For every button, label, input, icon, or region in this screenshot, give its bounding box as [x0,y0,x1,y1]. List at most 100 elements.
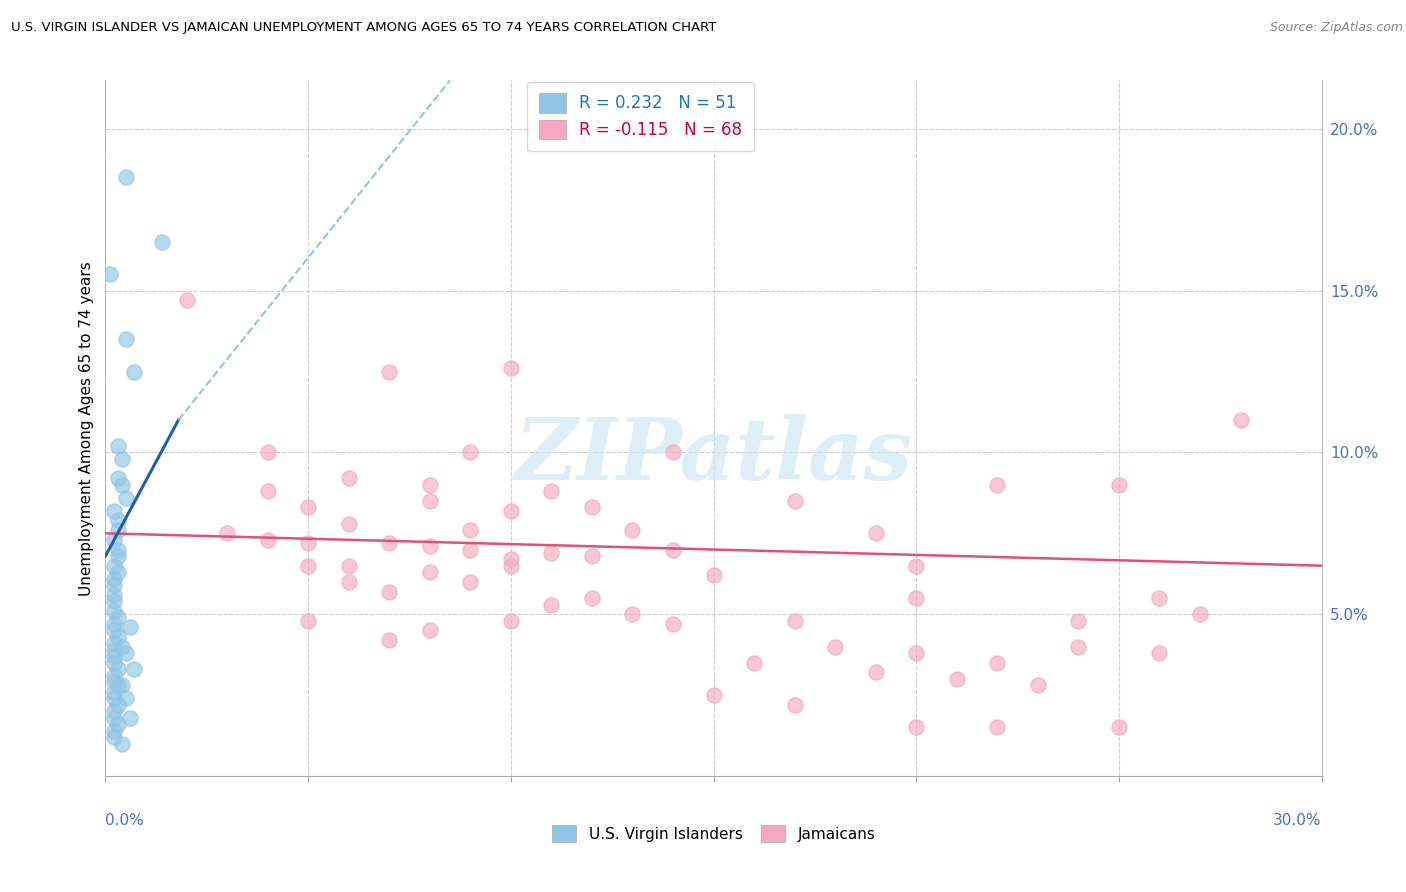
Point [103,616,125,631]
Point [103,643,125,657]
Text: ZIPatlas: ZIPatlas [515,414,912,498]
Point [150,235,173,249]
Point [1229,413,1251,427]
Point [581,591,603,605]
Point [378,633,401,648]
Point [621,607,644,622]
Point [103,691,125,706]
Point [256,484,278,499]
Point [419,494,441,508]
Point [905,558,928,573]
Point [297,558,319,573]
Point [103,572,125,586]
Point [103,588,125,602]
Legend: U.S. Virgin Islanders, Jamaicans: U.S. Virgin Islanders, Jamaicans [546,819,882,848]
Point [783,698,806,712]
Point [419,565,441,579]
Point [458,574,481,589]
Point [1067,614,1090,628]
Point [107,542,129,557]
Point [111,477,134,491]
Point [540,598,562,612]
Point [256,533,278,547]
Point [103,723,125,738]
Point [337,471,360,485]
Point [499,504,522,518]
Point [1108,477,1130,491]
Point [986,656,1008,670]
Point [111,640,134,654]
Point [540,546,562,560]
Point [103,624,125,638]
Point [499,361,522,376]
Point [865,665,887,680]
Point [702,688,725,702]
Point [824,640,846,654]
Point [176,293,198,308]
Point [103,594,125,608]
Y-axis label: Unemployment Among Ages 65 to 74 years: Unemployment Among Ages 65 to 74 years [79,260,94,596]
Point [458,445,481,459]
Point [103,649,125,664]
Point [103,669,125,683]
Point [865,526,887,541]
Point [1149,591,1171,605]
Point [118,620,141,634]
Point [107,717,129,731]
Text: Source: ZipAtlas.com: Source: ZipAtlas.com [1270,21,1403,35]
Point [114,170,136,185]
Point [945,672,967,686]
Point [103,533,125,547]
Point [499,552,522,566]
Point [103,636,125,650]
Point [581,500,603,515]
Point [378,584,401,599]
Point [337,558,360,573]
Point [103,578,125,592]
Point [458,542,481,557]
Point [111,737,134,751]
Point [662,445,685,459]
Point [107,523,129,537]
Point [107,610,129,624]
Point [783,614,806,628]
Point [122,662,145,676]
Point [118,711,141,725]
Point [905,591,928,605]
Point [103,656,125,670]
Point [107,549,129,563]
Point [122,365,145,379]
Point [107,565,129,579]
Point [107,662,129,676]
Point [114,332,136,346]
Point [378,365,401,379]
Point [297,500,319,515]
Point [114,646,136,660]
Point [702,568,725,582]
Point [499,558,522,573]
Point [986,721,1008,735]
Point [114,691,136,706]
Point [107,698,129,712]
Point [742,656,765,670]
Text: U.S. VIRGIN ISLANDER VS JAMAICAN UNEMPLOYMENT AMONG AGES 65 TO 74 YEARS CORRELAT: U.S. VIRGIN ISLANDER VS JAMAICAN UNEMPLO… [11,21,717,35]
Point [905,646,928,660]
Point [217,526,239,541]
Text: 0.0%: 0.0% [105,814,145,828]
Point [107,439,129,453]
Point [905,721,928,735]
Point [103,504,125,518]
Point [103,730,125,744]
Point [297,536,319,550]
Point [419,539,441,553]
Point [458,523,481,537]
Point [107,471,129,485]
Point [111,678,134,692]
Point [986,477,1008,491]
Point [114,491,136,505]
Point [103,558,125,573]
Point [662,616,685,631]
Point [783,494,806,508]
Point [1189,607,1212,622]
Point [1026,678,1049,692]
